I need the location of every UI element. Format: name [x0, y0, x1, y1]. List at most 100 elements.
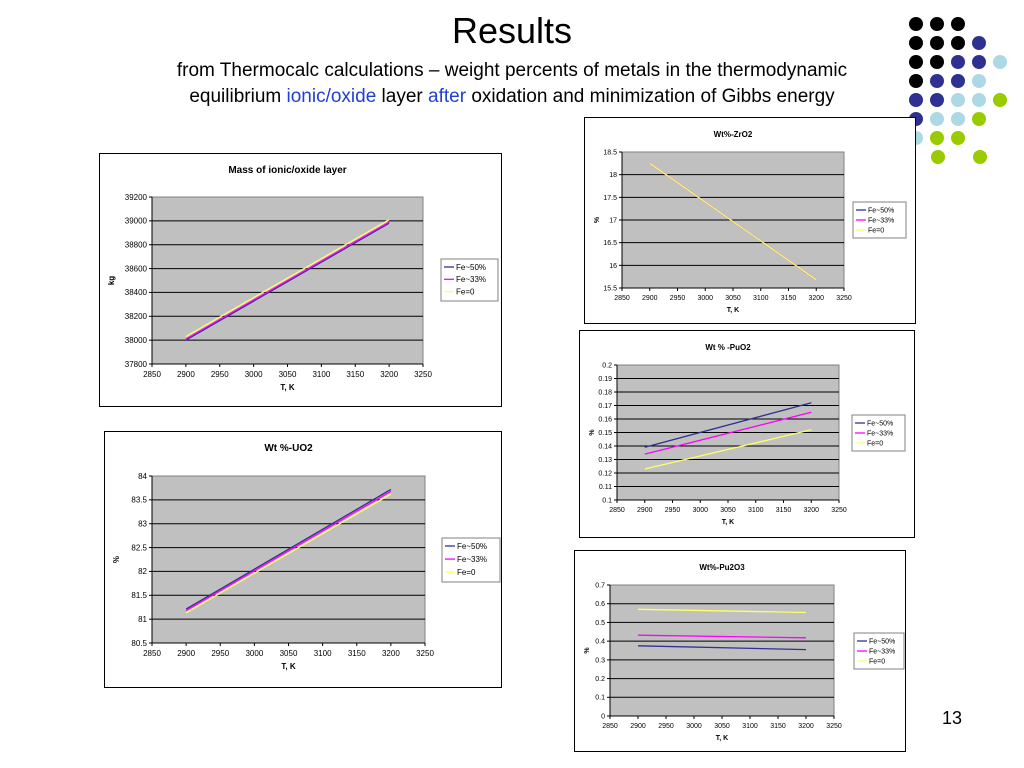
x-tick-label: 3050 — [714, 723, 730, 730]
decorative-dot — [972, 55, 986, 69]
chart-title: Wt%-ZrO2 — [714, 130, 753, 139]
y-tick-label: 0.12 — [598, 470, 612, 477]
y-axis-label: kg — [107, 276, 116, 285]
subtitle-highlight-ionic-oxide: ionic/oxide — [286, 86, 377, 107]
x-axis-label: T, K — [722, 519, 734, 526]
y-tick-label: 17.5 — [603, 195, 617, 202]
y-tick-label: 0.17 — [598, 403, 612, 410]
series-line-3 — [644, 429, 812, 470]
x-axis-label: T, K — [281, 662, 295, 671]
series-line-1 — [185, 488, 392, 610]
x-tick-label: 2950 — [211, 649, 229, 658]
x-tick-label: 2900 — [630, 723, 646, 730]
decorative-dot-grid — [909, 17, 1007, 164]
x-tick-label: 2950 — [658, 723, 674, 730]
x-tick-label: 3200 — [808, 295, 824, 302]
x-tick-label: 2950 — [211, 370, 229, 379]
y-tick-label: 39200 — [125, 193, 148, 202]
y-tick-label: 0.6 — [595, 601, 605, 608]
plot-area — [609, 584, 835, 717]
decorative-dot — [993, 55, 1007, 69]
x-tick-label: 2850 — [143, 649, 161, 658]
subtitle-part-a: equilibrium — [189, 86, 287, 107]
y-tick-label: 0.14 — [598, 443, 612, 450]
x-tick-label: 3050 — [280, 649, 298, 658]
legend-label-2: Fe~33% — [869, 648, 895, 655]
x-tick-label: 2850 — [614, 295, 630, 302]
y-tick-label: 18.5 — [603, 149, 617, 156]
decorative-dot — [951, 17, 965, 31]
x-tick-label: 2900 — [642, 295, 658, 302]
series-line-3 — [649, 162, 817, 281]
y-tick-label: 37800 — [125, 360, 148, 369]
decorative-dot — [951, 93, 965, 107]
legend-label-3: Fe=0 — [869, 658, 885, 665]
y-tick-label: 82 — [138, 567, 147, 576]
decorative-dot — [930, 55, 944, 69]
x-tick-label: 3100 — [312, 370, 330, 379]
chart-title: Wt%-Pu2O3 — [699, 563, 745, 572]
decorative-dot — [909, 36, 923, 50]
y-tick-label: 0.11 — [599, 484, 612, 491]
y-tick-label: 0.18 — [598, 389, 612, 396]
decorative-dot — [909, 93, 923, 107]
series-line-1 — [637, 645, 807, 651]
x-tick-label: 2900 — [177, 649, 195, 658]
chart-title: Wt %-UO2 — [264, 443, 313, 454]
x-tick-label: 3250 — [416, 649, 434, 658]
legend-label-3: Fe=0 — [867, 440, 883, 447]
y-tick-label: 80.5 — [131, 639, 147, 648]
y-tick-label: 39000 — [125, 217, 148, 226]
x-tick-label: 3050 — [720, 507, 736, 514]
x-tick-label: 3100 — [742, 723, 758, 730]
chart-svg: Wt % -PuO2 0.1 0.11 0.12 0.13 0.14 0.15 0.16 0.1… — [589, 343, 906, 526]
y-tick-label: 16.5 — [603, 240, 617, 247]
chart-wt-pu2o3: Wt%-Pu2O3 0 0.1 0.2 0.3 0.4 0.5 0.6 0.7 2850 2900 2… — [574, 550, 906, 752]
y-tick-label: 83.5 — [131, 496, 147, 505]
y-tick-label: 0.7 — [595, 582, 605, 589]
x-tick-label: 3250 — [836, 295, 852, 302]
legend-label-1: Fe~50% — [868, 207, 894, 214]
subtitle-part-c: layer — [376, 86, 429, 107]
x-tick-label: 3200 — [798, 723, 814, 730]
x-tick-label: 3150 — [770, 723, 786, 730]
chart-wt-zro2: Wt%-ZrO2 15.5 16 16.5 17 17.5 18 18.5 2850 2900 29… — [584, 117, 916, 324]
decorative-dot — [951, 55, 965, 69]
x-tick-label: 2950 — [670, 295, 686, 302]
y-tick-label: 0.2 — [602, 362, 612, 369]
series-line-3 — [185, 493, 392, 614]
x-tick-label: 3050 — [279, 370, 297, 379]
x-tick-label: 3000 — [245, 649, 263, 658]
x-tick-label: 2850 — [602, 723, 618, 730]
chart-wt-puo2: Wt % -PuO2 0.1 0.11 0.12 0.13 0.14 0.15 0.16 0.1… — [579, 330, 915, 538]
series-line-3 — [637, 608, 807, 614]
x-tick-label: 3100 — [314, 649, 332, 658]
legend-label-2: Fe~33% — [456, 275, 486, 284]
decorative-dot — [973, 150, 987, 164]
plot-area — [151, 475, 426, 644]
x-tick-label: 3150 — [348, 649, 366, 658]
y-tick-label: 0.5 — [595, 620, 605, 627]
decorative-dot — [909, 17, 923, 31]
decorative-dot — [951, 74, 965, 88]
decorative-dot — [909, 74, 923, 88]
y-tick-label: 0.1 — [602, 497, 612, 504]
x-tick-label: 3000 — [692, 507, 708, 514]
y-tick-label: 0.2 — [595, 676, 605, 683]
decorative-dot — [951, 131, 965, 145]
legend-box — [440, 258, 499, 302]
decorative-dot — [930, 36, 944, 50]
chart-mass-ionic-oxide-layer: Mass of ionic/oxide layer 37800 38000 38200… — [99, 153, 502, 407]
x-tick-label: 3250 — [826, 723, 842, 730]
x-tick-label: 3200 — [803, 507, 819, 514]
y-tick-label: 0 — [601, 713, 605, 720]
decorative-dot — [972, 36, 986, 50]
series-line-3 — [185, 219, 390, 338]
x-axis-label: T, K — [716, 735, 728, 742]
series-line-1 — [644, 402, 812, 448]
decorative-dot — [930, 74, 944, 88]
y-tick-label: 15.5 — [603, 285, 617, 292]
subtitle-line-1: from Thermocalc calculations – weight pe… — [176, 60, 848, 81]
series-line-2 — [185, 221, 390, 340]
legend-box — [441, 537, 501, 583]
